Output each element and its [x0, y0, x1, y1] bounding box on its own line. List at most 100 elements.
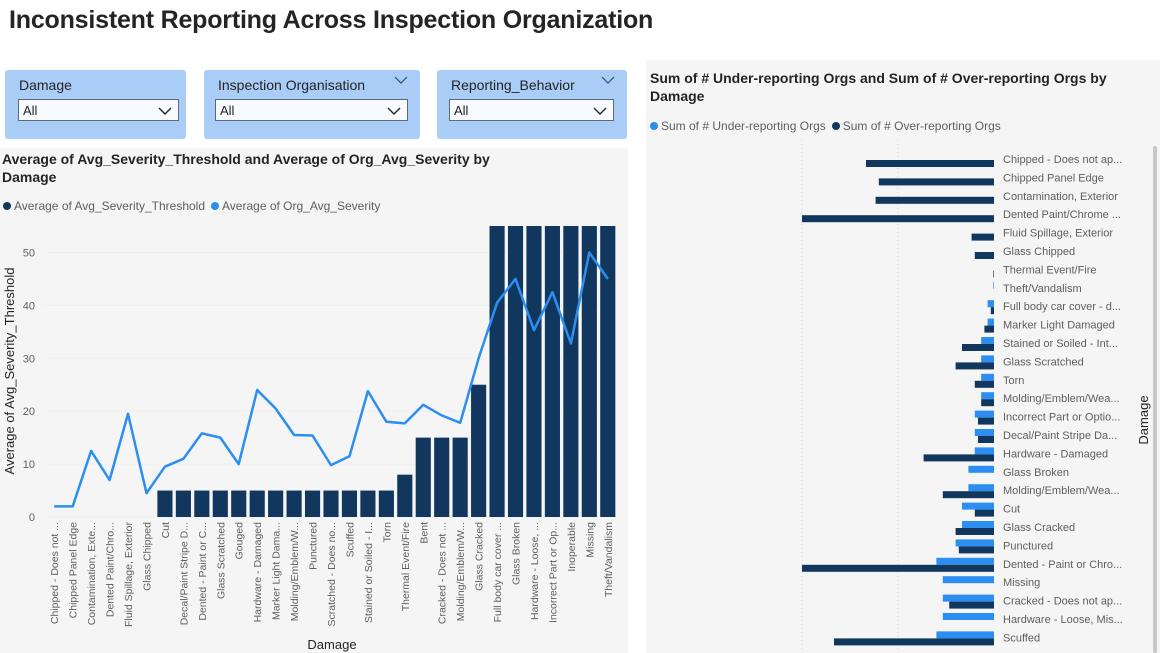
x-axis-title: Damage — [307, 637, 356, 652]
bar-under-reporting — [942, 576, 994, 584]
bar-threshold — [249, 490, 265, 517]
bar-under-reporting — [987, 300, 994, 308]
bar-over-reporting — [974, 252, 994, 259]
x-tick-label: Glass Cracked — [474, 522, 486, 591]
x-tick-label: Hardware - Damaged — [252, 522, 264, 623]
y-tick-label: 20 — [23, 406, 35, 418]
reporting-orgs-chart-legend: Sum of # Under-reporting Orgs Sum of # O… — [650, 119, 1007, 133]
slicer-reporting-behavior[interactable]: Reporting_Behavior All — [437, 70, 627, 139]
bar-over-reporting — [981, 399, 994, 407]
slicer-damage[interactable]: Damage All — [5, 70, 186, 139]
bar-over-reporting — [978, 417, 994, 425]
bar-threshold — [397, 474, 413, 517]
bar-over-reporting — [878, 178, 994, 186]
x-tick-label: Full body car cover ... — [492, 522, 504, 622]
severity-combo-chart[interactable]: 0 10 20 30 40 50 Chipped - Does not ... Chipped… — [0, 215, 628, 653]
bar-threshold — [471, 384, 487, 517]
y-tick-label: Fluid Spillage, Exterior — [1003, 228, 1113, 240]
bar-threshold — [581, 226, 597, 517]
severity-chart-panel — [0, 148, 628, 653]
bar-threshold — [341, 490, 358, 517]
bar-under-reporting — [936, 631, 994, 639]
inspection-organisation-dropdown[interactable]: All — [215, 99, 408, 121]
legend-item-org-severity[interactable]: Average of Org_Avg_Severity — [211, 199, 380, 213]
y-tick-label: Contamination, Exterior — [1003, 191, 1118, 203]
bar-under-reporting — [981, 373, 994, 381]
slicer-label: Damage — [19, 77, 72, 93]
x-tick-label: Molding/Emblem/W... — [455, 522, 467, 621]
bar-over-reporting — [942, 491, 994, 499]
bar-over-reporting — [962, 344, 994, 351]
y-tick-label: Thermal Event/Fire — [1003, 264, 1097, 276]
y-tick-label: Glass Broken — [1003, 467, 1069, 479]
bar-over-reporting — [984, 325, 994, 333]
chevron-down-icon[interactable] — [601, 75, 615, 85]
legend-label: Average of Org_Avg_Severity — [222, 199, 381, 213]
chevron-down-icon[interactable] — [394, 75, 408, 85]
bar-under-reporting — [955, 539, 994, 547]
x-tick-label: Fluid Spillage, Exterior — [123, 521, 135, 627]
bar-under-reporting — [981, 355, 994, 363]
y-tick-label: Incorrect Part or Optio... — [1003, 412, 1120, 424]
scrollbar-thumb[interactable] — [1153, 146, 1157, 653]
y-tick-label: Chipped - Does not ap... — [1003, 154, 1122, 166]
x-tick-label: Molding/Emblem/W... — [289, 522, 301, 621]
legend-label: Average of Avg_Severity_Threshold — [14, 199, 206, 213]
y-tick-label: 0 — [29, 512, 35, 524]
x-tick-label: Inoperable — [566, 522, 578, 572]
x-tick-label: Stained or Soiled - I... — [363, 522, 375, 623]
bar-under-reporting — [962, 521, 994, 528]
bar-over-reporting — [802, 215, 994, 223]
slicer-inspection-organisation[interactable]: Inspection Organisation All — [204, 70, 420, 139]
legend-marker — [3, 202, 11, 210]
x-tick-label: Chipped - Does not ... — [49, 522, 61, 624]
dropdown-value: All — [220, 103, 235, 118]
legend-marker — [831, 122, 840, 130]
legend-label: Sum of # Over-reporting Orgs — [842, 119, 1001, 133]
y-tick-label: Punctured — [1003, 540, 1053, 552]
bar-threshold — [600, 226, 616, 517]
y-tick-label: Glass Scratched — [1003, 356, 1084, 368]
bar-threshold — [360, 490, 376, 517]
y-tick-label: Cracked - Does not ap... — [1003, 596, 1122, 608]
dropdown-value: All — [454, 103, 469, 118]
x-tick-label: Theft/Vandalism — [603, 522, 615, 597]
legend-item-threshold[interactable]: Average of Avg_Severity_Threshold — [3, 199, 205, 213]
bar-under-reporting — [993, 281, 994, 289]
bar-threshold — [194, 490, 210, 517]
x-tick-label: Cut — [160, 522, 172, 538]
bar-under-reporting — [968, 465, 994, 473]
bar-threshold — [304, 490, 321, 517]
x-tick-label: Punctured — [308, 522, 320, 570]
bar-threshold — [175, 490, 191, 517]
bar-under-reporting — [936, 557, 994, 565]
x-tick-label: Bent — [418, 522, 430, 544]
legend-item-over-reporting[interactable]: Sum of # Over-reporting Orgs — [831, 119, 1001, 133]
reporting-orgs-bar-chart[interactable]: Chipped - Does not ap... Chipped Panel Ed… — [646, 140, 1160, 653]
x-tick-label: Scuffed — [344, 522, 356, 558]
severity-chart-title: Average of Avg_Severity_Threshold and Av… — [2, 151, 490, 185]
y-tick-label: Decal/Paint Stripe Da... — [1003, 430, 1117, 442]
bar-over-reporting — [834, 638, 994, 646]
legend-marker — [211, 202, 220, 210]
bar-threshold — [452, 437, 468, 517]
chevron-down-icon — [158, 107, 172, 115]
legend-item-under-reporting[interactable]: Sum of # Under-reporting Orgs — [650, 119, 826, 133]
bar-under-reporting — [987, 318, 994, 326]
reporting-behavior-dropdown[interactable]: All — [449, 99, 614, 121]
x-tick-label: Dented Paint/Chro... — [105, 522, 117, 617]
bar-threshold — [231, 490, 247, 517]
severity-chart-legend: Average of Avg_Severity_Threshold Averag… — [3, 199, 386, 213]
y-tick-label: Stained or Soiled - Int... — [1003, 338, 1118, 350]
bar-under-reporting — [974, 410, 994, 418]
bar-over-reporting — [978, 436, 994, 443]
bar-over-reporting — [955, 362, 994, 370]
x-tick-label: Contamination, Exte... — [86, 522, 98, 625]
reporting-orgs-chart-title: Sum of # Under-reporting Orgs and Sum of… — [650, 70, 1107, 104]
bar-under-reporting — [968, 484, 994, 492]
damage-dropdown[interactable]: All — [18, 99, 179, 121]
x-tick-label: Marker Light Dama... — [271, 522, 283, 620]
bar-over-reporting — [802, 564, 994, 572]
y-tick-label: Missing — [1003, 577, 1040, 589]
bar-over-reporting — [866, 160, 994, 167]
